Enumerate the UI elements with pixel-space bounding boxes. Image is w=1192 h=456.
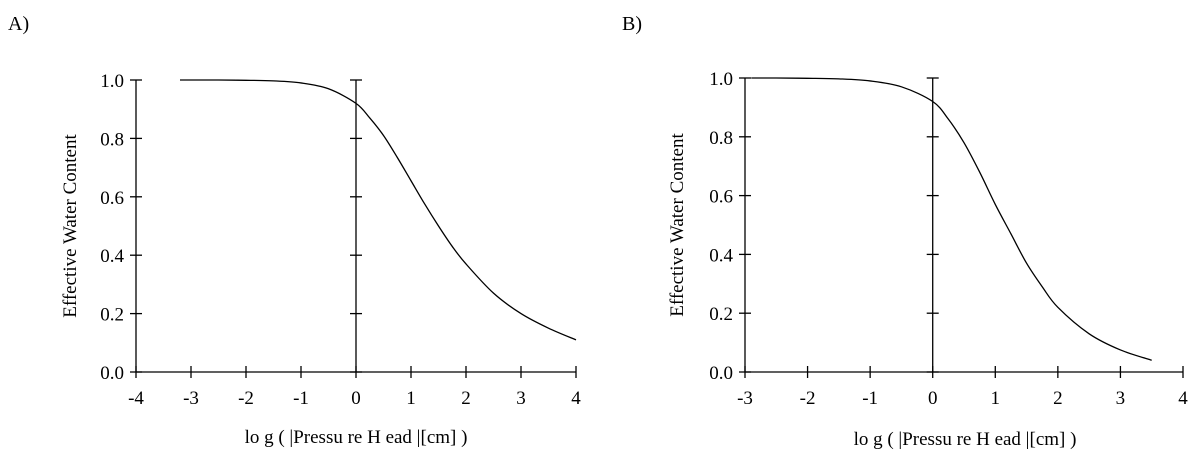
x-tick-label: 1 <box>991 388 1001 409</box>
x-tick-label: -3 <box>183 388 199 409</box>
x-tick-label: -1 <box>293 388 309 409</box>
y-axis-title: Effective Water Content <box>667 133 688 317</box>
y-tick-label: 1.0 <box>100 71 124 92</box>
y-tick-label: 1.0 <box>709 69 733 90</box>
x-tick-label: -1 <box>862 388 878 409</box>
x-tick-label: 2 <box>1053 388 1063 409</box>
y-tick-label: 0.6 <box>100 188 124 209</box>
y-tick-label: 0.2 <box>100 305 124 326</box>
panel-label: B) <box>622 13 642 35</box>
x-tick-label: 0 <box>351 388 361 409</box>
x-tick-label: -2 <box>800 388 816 409</box>
x-axis-title: lo g ( |Pressu re H ead |[cm] ) <box>245 427 468 448</box>
x-tick-label: 1 <box>406 388 416 409</box>
series-line <box>179 79 577 341</box>
x-tick-label: 4 <box>1178 388 1188 409</box>
x-tick-label: 2 <box>461 388 471 409</box>
y-axis-title: Effective Water Content <box>60 134 81 318</box>
x-tick-label: -3 <box>737 388 753 409</box>
y-tick-label: 0.4 <box>709 245 733 266</box>
x-tick-label: -2 <box>238 388 254 409</box>
y-tick-label: 0.4 <box>100 246 124 267</box>
x-tick-label: 0 <box>928 388 938 409</box>
y-tick-label: 0.8 <box>100 129 124 150</box>
x-tick-label: 3 <box>1116 388 1126 409</box>
series-line <box>751 77 1152 361</box>
panel-label: A) <box>8 13 29 35</box>
x-tick-label: -4 <box>128 388 144 409</box>
x-tick-label: 4 <box>571 388 581 409</box>
y-tick-label: 0.0 <box>709 363 733 384</box>
y-tick-label: 0.0 <box>100 363 124 384</box>
y-tick-label: 0.6 <box>709 187 733 208</box>
chart-panel-a: A) 0.0 0.2 0.4 0.6 0.8 1.0 -4 -3 -2 -1 0 1 2 3 4 lo g ( … <box>8 13 581 448</box>
x-tick-label: 3 <box>516 388 526 409</box>
chart-panel-b: B) 0.0 0.2 0.4 0.6 0.8 1.0 -3 -2 -1 0 1 2 3 4 lo g ( |P… <box>622 13 1188 450</box>
y-tick-label: 0.8 <box>709 128 733 149</box>
x-axis-title: lo g ( |Pressu re H ead |[cm] ) <box>854 429 1077 450</box>
y-tick-label: 0.2 <box>709 304 733 325</box>
